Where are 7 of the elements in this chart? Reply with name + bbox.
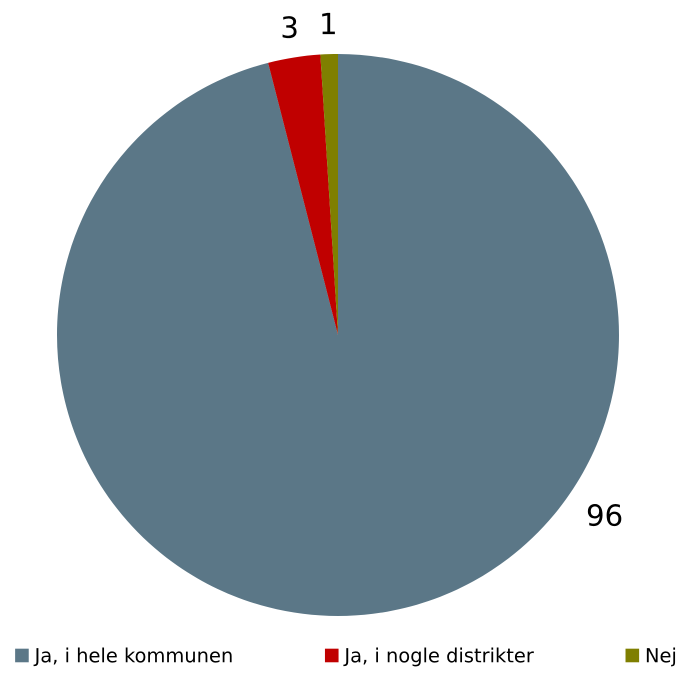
- pie-slice: [268, 54, 338, 335]
- data-label: 1: [322, 12, 335, 34]
- data-label: 3: [282, 16, 297, 38]
- data-label: 96: [588, 504, 622, 526]
- legend-label: Ja, i nogle distrikter: [343, 648, 534, 666]
- legend-label: Ja, i hele kommunen: [34, 648, 232, 666]
- legend-label: Nej: [646, 648, 676, 666]
